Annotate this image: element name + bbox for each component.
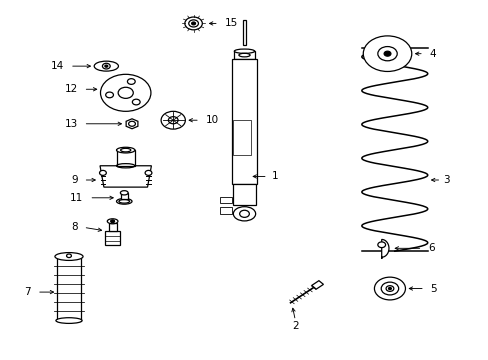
Ellipse shape bbox=[234, 49, 254, 53]
Circle shape bbox=[374, 277, 405, 300]
Circle shape bbox=[387, 288, 390, 289]
Circle shape bbox=[384, 51, 390, 56]
Bar bbox=[219, 207, 231, 214]
Circle shape bbox=[132, 99, 140, 105]
Text: 3: 3 bbox=[443, 175, 449, 185]
Circle shape bbox=[110, 220, 114, 223]
Text: 12: 12 bbox=[64, 84, 78, 94]
Circle shape bbox=[184, 17, 202, 30]
Bar bbox=[233, 184, 255, 205]
Circle shape bbox=[386, 286, 393, 291]
Ellipse shape bbox=[107, 219, 118, 224]
Circle shape bbox=[191, 22, 195, 25]
Ellipse shape bbox=[233, 207, 255, 221]
Text: 9: 9 bbox=[71, 175, 78, 185]
Text: 1: 1 bbox=[271, 171, 278, 181]
Bar bbox=[243, 20, 245, 45]
Bar bbox=[234, 51, 254, 59]
Text: 7: 7 bbox=[24, 287, 31, 297]
Ellipse shape bbox=[94, 61, 118, 71]
Ellipse shape bbox=[56, 318, 82, 323]
Circle shape bbox=[377, 46, 396, 61]
Text: 2: 2 bbox=[291, 321, 298, 331]
Bar bbox=[219, 197, 231, 203]
Circle shape bbox=[161, 111, 185, 129]
Text: 5: 5 bbox=[430, 284, 436, 293]
Circle shape bbox=[104, 65, 107, 67]
Text: 4: 4 bbox=[429, 49, 435, 59]
Ellipse shape bbox=[116, 198, 132, 204]
Polygon shape bbox=[311, 281, 323, 289]
Polygon shape bbox=[381, 239, 388, 259]
Text: 6: 6 bbox=[427, 243, 434, 253]
Polygon shape bbox=[100, 166, 151, 187]
Bar bbox=[116, 150, 135, 166]
Text: 14: 14 bbox=[51, 61, 64, 71]
Circle shape bbox=[363, 36, 411, 72]
Circle shape bbox=[377, 242, 385, 248]
Text: 13: 13 bbox=[64, 119, 78, 129]
Text: 15: 15 bbox=[224, 18, 237, 28]
Circle shape bbox=[127, 79, 135, 84]
Text: 8: 8 bbox=[71, 222, 78, 232]
Circle shape bbox=[105, 92, 113, 98]
Circle shape bbox=[168, 117, 178, 124]
Bar bbox=[57, 257, 81, 320]
Bar bbox=[105, 231, 120, 246]
Circle shape bbox=[102, 63, 110, 69]
Bar bbox=[108, 224, 116, 231]
Ellipse shape bbox=[55, 253, 83, 260]
Circle shape bbox=[101, 74, 151, 111]
Circle shape bbox=[145, 170, 152, 175]
Bar bbox=[121, 193, 127, 198]
Bar bbox=[231, 59, 257, 184]
Circle shape bbox=[100, 170, 106, 175]
Circle shape bbox=[118, 87, 133, 98]
Polygon shape bbox=[126, 119, 138, 129]
Text: 10: 10 bbox=[205, 115, 219, 125]
Circle shape bbox=[188, 20, 198, 27]
Ellipse shape bbox=[120, 191, 128, 195]
Circle shape bbox=[66, 254, 71, 257]
Text: 11: 11 bbox=[70, 193, 83, 203]
Bar bbox=[232, 120, 250, 155]
Ellipse shape bbox=[116, 147, 135, 153]
Circle shape bbox=[239, 210, 249, 217]
